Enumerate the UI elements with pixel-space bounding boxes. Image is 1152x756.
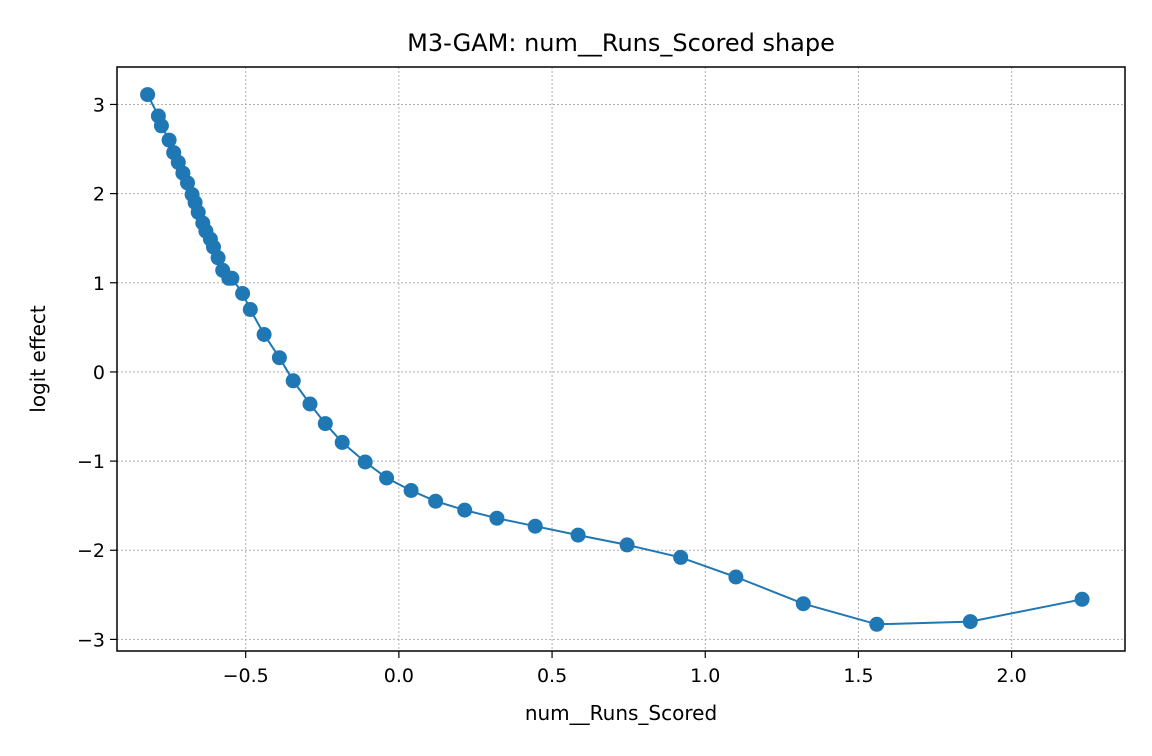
data-point [1074, 591, 1090, 607]
y-tick-label: 2 [93, 184, 105, 206]
data-point [403, 483, 419, 498]
data-point [962, 614, 978, 630]
data-point [357, 454, 373, 470]
data-point [457, 502, 473, 518]
data-point [224, 270, 240, 286]
data-point [570, 527, 586, 543]
series-line [146, 94, 1083, 626]
x-tick-label: 1.0 [690, 665, 720, 687]
data-point [235, 286, 251, 301]
y-tick-label: −1 [77, 451, 105, 473]
data-point [180, 175, 195, 191]
plot-area-frame [116, 66, 1126, 652]
data-point [242, 302, 258, 317]
data-point [210, 250, 226, 266]
data-point [153, 118, 169, 134]
x-tick-label: 2.0 [997, 665, 1027, 687]
x-axis-ticks: −0.5 0.0 0.5 1.0 1.5 2.0 [223, 651, 1027, 687]
data-point [619, 537, 635, 553]
data-point [256, 327, 272, 342]
data-point [728, 569, 744, 585]
series-line-layer [146, 94, 1083, 626]
grid [117, 67, 1125, 651]
data-point [489, 510, 505, 526]
chart-title: M3-GAM: num__Runs_Scored shape [407, 29, 835, 57]
data-point [140, 87, 156, 103]
y-tick-label: 0 [93, 362, 105, 384]
data-point [317, 416, 333, 432]
y-tick-label: 3 [93, 94, 105, 116]
y-axis-label: logit effect [26, 305, 50, 413]
data-point [428, 493, 444, 509]
x-tick-label: 0.0 [384, 665, 414, 687]
data-point [869, 616, 885, 632]
data-point [161, 132, 177, 148]
data-point [271, 350, 287, 366]
y-tick-label: −2 [77, 540, 105, 562]
x-tick-label: 1.5 [843, 665, 873, 687]
data-point [334, 434, 350, 450]
x-tick-label: 0.5 [537, 665, 567, 687]
data-point [527, 518, 543, 534]
y-tick-label: 1 [93, 273, 105, 295]
data-point [285, 373, 301, 389]
x-tick-label: −0.5 [223, 665, 269, 687]
y-axis-ticks: −3 −2 −1 0 1 2 3 [77, 94, 117, 651]
data-point [302, 396, 318, 412]
x-axis-label: num__Runs_Scored [525, 701, 717, 725]
data-point [795, 596, 811, 612]
data-point [673, 549, 689, 565]
data-point [379, 470, 395, 486]
y-tick-label: −3 [77, 629, 105, 651]
data-points [140, 87, 1090, 632]
